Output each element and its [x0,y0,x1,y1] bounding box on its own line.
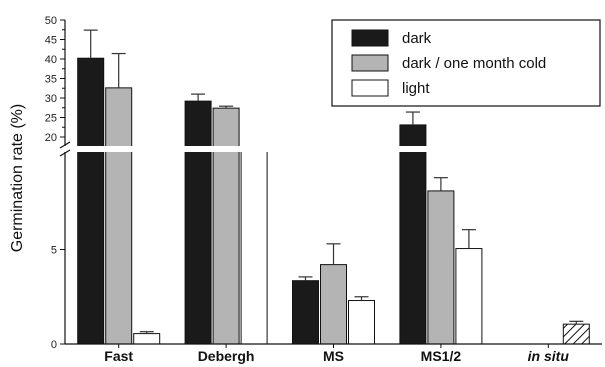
y-tick-label-45: 45 [45,35,57,47]
category-label-debergh: Debergh [198,348,255,364]
y-tick-label-25: 25 [45,113,57,125]
bar-ms1-2-dark [399,124,427,345]
axes: Fast Debergh MS MS1/2 in situ 0 5 20 25 30 35 40 45 5… [45,15,602,364]
bar-ms-dark-one-month-cold [320,264,347,345]
bar-debergh-dark [184,100,212,345]
bar-ms1-2-light [455,248,483,345]
y-tick-label-35: 35 [45,74,57,86]
axis-break-band [59,146,602,152]
category-label-ms: MS [323,348,344,364]
category-label-fast: Fast [104,348,133,364]
legend-label-dark-one-month-cold: dark / one month cold [402,55,546,72]
bar-fast-dark [77,57,105,345]
legend-label-dark: dark [402,30,432,47]
bar-ms-light [348,300,375,345]
y-tick-label-50: 50 [45,15,57,27]
y-axis-label: Germination rate (%) [9,104,26,253]
bar-fast-dark-one-month-cold [105,87,133,345]
axis-break-mark-lower [59,149,71,157]
axis-break-mark-upper [59,141,71,149]
legend-swatch-dark [351,29,389,47]
bar-ms1-2-dark-one-month-cold [427,190,455,345]
legend: dark dark / one month cold light [331,19,601,107]
category-label-in-situ: in situ [528,348,570,364]
category-label-ms1-2: MS1/2 [421,348,462,364]
legend-swatch-dark-one-month-cold [351,54,389,72]
bar-debergh-light [240,148,268,345]
bar-ms-dark [292,280,319,345]
bar-in-situ-light [562,323,590,345]
y-tick-label-40: 40 [45,54,57,66]
y-tick-label-20: 20 [45,132,57,144]
legend-label-light: light [402,80,430,97]
legend-swatch-light [351,79,389,97]
y-tick-label-5: 5 [51,245,57,257]
y-tick-label-30: 30 [45,93,57,105]
y-tick-label-0: 0 [51,339,57,351]
bar-debergh-dark-one-month-cold [212,107,240,345]
bar-fast-light [133,333,161,345]
plot-area [59,29,602,345]
